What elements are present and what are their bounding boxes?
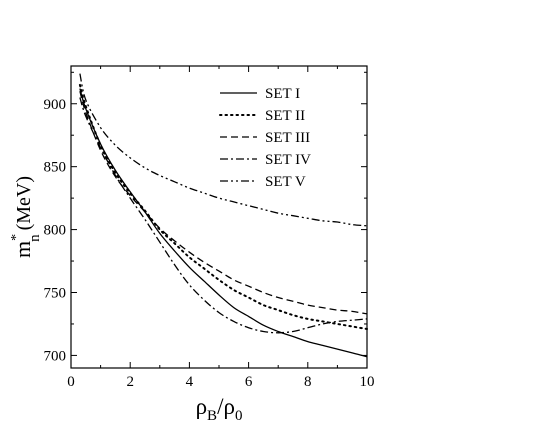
y-tick-label: 850 xyxy=(44,160,67,176)
x-tick-label: 6 xyxy=(245,374,253,390)
series-group xyxy=(78,73,368,358)
y-axis-label: m* n(MeV) xyxy=(9,176,43,258)
y-tick-label: 900 xyxy=(44,97,67,113)
x-tick-label: 4 xyxy=(186,374,194,390)
x-tick-label: 0 xyxy=(67,374,75,390)
x-axis-label: ρB/ρ0 xyxy=(196,394,243,424)
legend-label-set-iv: SET IV xyxy=(265,152,311,168)
x-tick-label: 2 xyxy=(126,374,134,390)
plot-frame xyxy=(70,65,368,369)
legend: SET I SET II SET III SET IV SET V xyxy=(219,86,311,190)
series-line-set-v xyxy=(79,73,368,227)
legend-label-set-i: SET I xyxy=(265,86,300,102)
y-tick-label: 700 xyxy=(44,348,67,364)
series-line-set-iii xyxy=(79,91,368,315)
series-line-set-iv xyxy=(79,97,368,334)
legend-label-set-iii: SET III xyxy=(265,130,310,146)
series-line-set-i xyxy=(79,88,368,358)
series-line-set-ii xyxy=(78,83,368,330)
legend-label-set-ii: SET II xyxy=(265,108,305,124)
x-tick-label: 8 xyxy=(304,374,312,390)
x-tick-label: 10 xyxy=(360,374,375,390)
legend-label-set-v: SET V xyxy=(265,174,306,190)
y-tick-label: 750 xyxy=(44,286,67,302)
y-tick-label: 800 xyxy=(44,223,67,239)
ticks: 0 2 4 6 8 10 700 750 800 850 900 xyxy=(44,66,375,390)
